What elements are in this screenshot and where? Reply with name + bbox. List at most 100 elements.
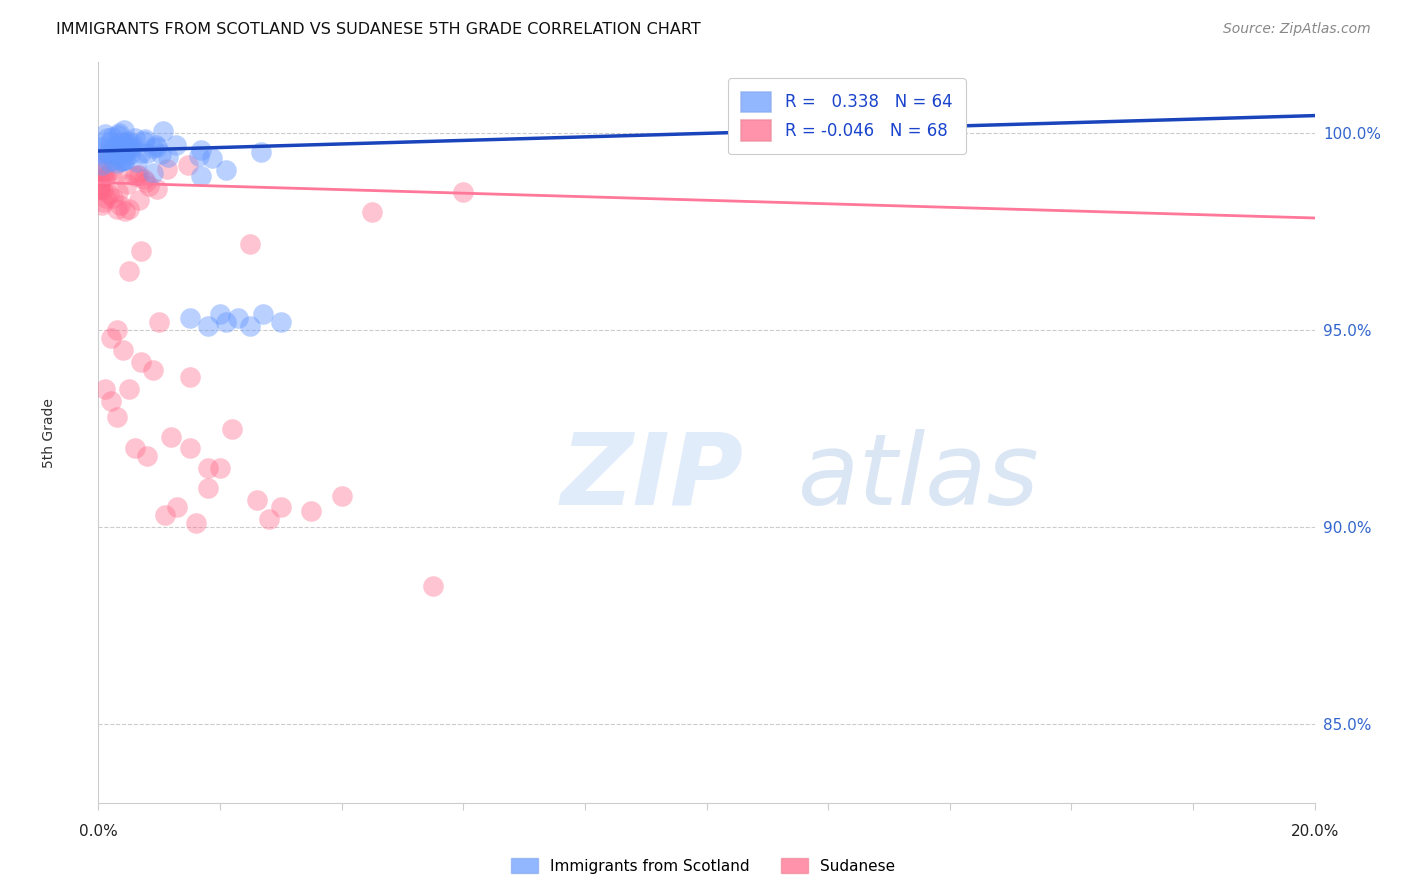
Point <box>197 461 219 475</box>
Point <box>146 139 169 153</box>
Point <box>127 155 149 169</box>
Point <box>107 149 129 163</box>
Point <box>91 194 114 209</box>
Point <box>111 343 134 357</box>
Point <box>149 147 172 161</box>
Point <box>107 128 129 142</box>
Point <box>250 145 273 160</box>
Point <box>108 198 131 212</box>
Point <box>148 315 170 329</box>
Point <box>105 202 128 216</box>
Point <box>226 311 249 326</box>
Point <box>89 161 111 176</box>
Legend: Immigrants from Scotland, Sudanese: Immigrants from Scotland, Sudanese <box>505 852 901 880</box>
Text: atlas: atlas <box>797 428 1039 525</box>
Point <box>110 141 132 155</box>
Point <box>121 136 143 150</box>
Point <box>239 236 262 251</box>
Point <box>90 140 112 154</box>
Point <box>330 489 353 503</box>
Point <box>209 461 232 475</box>
Point <box>156 161 179 176</box>
Text: 0.0%: 0.0% <box>79 824 118 839</box>
Point <box>165 137 187 152</box>
Point <box>96 130 118 145</box>
Point <box>142 141 165 155</box>
Point <box>89 173 111 187</box>
Point <box>127 168 149 182</box>
Text: 20.0%: 20.0% <box>1291 824 1339 839</box>
Point <box>209 308 232 322</box>
Text: IMMIGRANTS FROM SCOTLAND VS SUDANESE 5TH GRADE CORRELATION CHART: IMMIGRANTS FROM SCOTLAND VS SUDANESE 5TH… <box>56 22 702 37</box>
Point <box>91 183 114 197</box>
Point <box>188 149 211 163</box>
Point <box>129 244 152 259</box>
Point <box>128 168 150 182</box>
Point <box>118 202 141 217</box>
Point <box>107 185 129 199</box>
Point <box>141 166 163 180</box>
Point <box>112 123 135 137</box>
Point <box>110 154 132 169</box>
Point <box>93 382 115 396</box>
Point <box>118 138 141 153</box>
Point <box>90 145 112 159</box>
Point <box>118 146 141 161</box>
Point <box>422 579 444 593</box>
Point <box>124 131 146 145</box>
Point <box>215 315 238 329</box>
Point <box>117 134 139 148</box>
Point <box>101 190 124 204</box>
Point <box>299 504 322 518</box>
Point <box>197 319 219 334</box>
Point <box>120 141 142 155</box>
Point <box>124 169 146 184</box>
Point <box>89 178 111 192</box>
Point <box>111 153 134 168</box>
Point <box>453 186 475 200</box>
Point <box>96 169 118 183</box>
Legend: R =   0.338   N = 64, R = -0.046   N = 68: R = 0.338 N = 64, R = -0.046 N = 68 <box>728 78 966 153</box>
Point <box>97 146 120 161</box>
Point <box>105 323 128 337</box>
Point <box>91 166 114 180</box>
Point <box>132 134 155 148</box>
Point <box>114 136 136 150</box>
Text: Source: ZipAtlas.com: Source: ZipAtlas.com <box>1223 22 1371 37</box>
Point <box>142 362 165 376</box>
Point <box>190 169 212 183</box>
Point <box>201 151 224 165</box>
Point <box>89 182 111 196</box>
Point <box>93 170 115 185</box>
Point <box>118 382 141 396</box>
Point <box>91 198 114 212</box>
Point <box>93 127 115 141</box>
Point <box>89 182 111 196</box>
Point <box>100 394 122 409</box>
Point <box>155 508 177 523</box>
Point <box>105 409 128 424</box>
Point <box>257 512 280 526</box>
Point <box>100 331 122 345</box>
Point <box>145 138 167 153</box>
Point <box>190 143 212 157</box>
Point <box>108 126 131 140</box>
Point <box>179 370 201 384</box>
Point <box>103 140 125 154</box>
Point <box>184 516 207 531</box>
Point <box>239 319 262 334</box>
Point <box>128 193 150 207</box>
Point <box>252 308 274 322</box>
Point <box>135 175 157 189</box>
Point <box>197 481 219 495</box>
Text: ZIP: ZIP <box>561 428 744 525</box>
Point <box>117 177 139 191</box>
Point <box>105 166 128 180</box>
Point <box>177 158 200 172</box>
Point <box>98 136 121 150</box>
Text: 5th Grade: 5th Grade <box>42 398 56 467</box>
Point <box>160 429 183 443</box>
Point <box>146 182 169 196</box>
Point <box>89 178 111 192</box>
Point <box>101 162 124 177</box>
